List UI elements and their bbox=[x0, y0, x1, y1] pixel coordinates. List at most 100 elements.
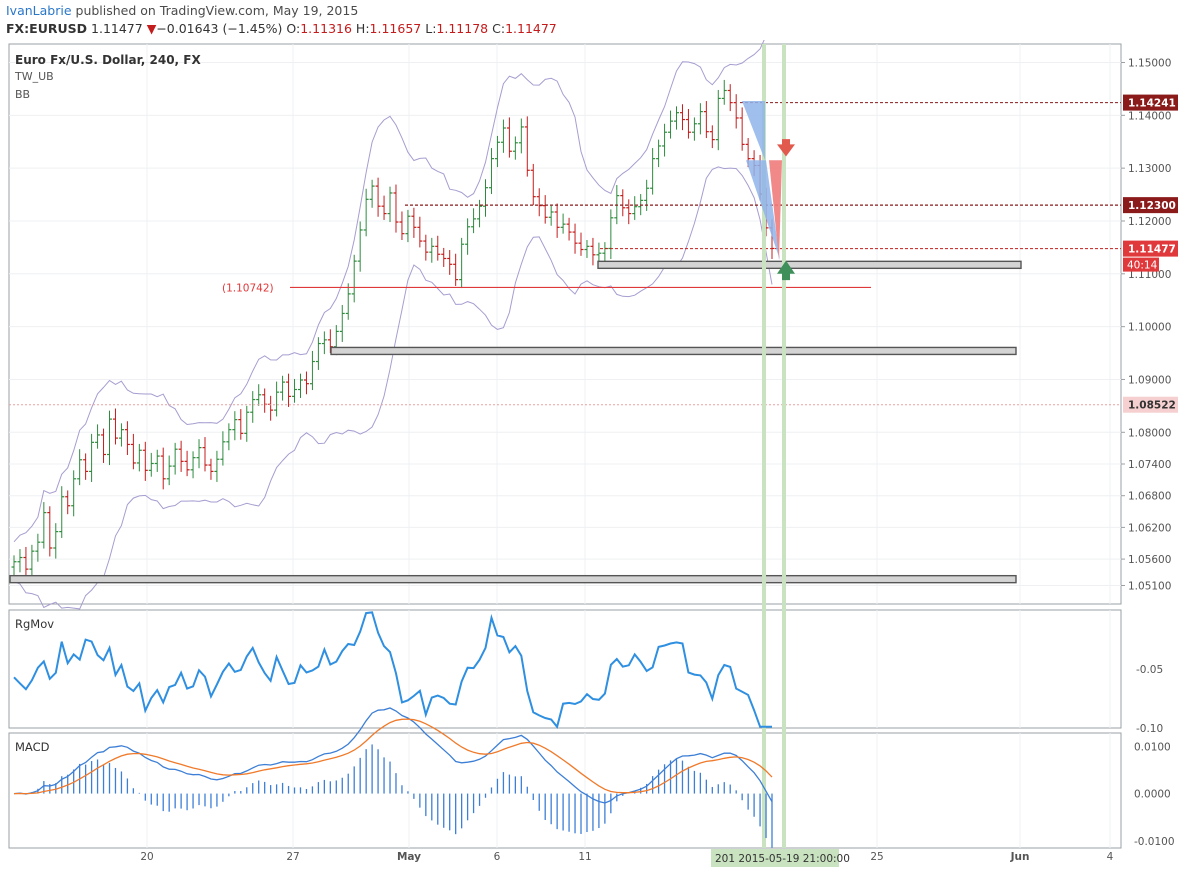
candle bbox=[733, 94, 739, 129]
candle bbox=[208, 458, 214, 480]
candle bbox=[739, 107, 745, 151]
candle bbox=[315, 337, 321, 370]
x-tick-label: Jun bbox=[1010, 851, 1030, 863]
candle bbox=[345, 283, 351, 320]
low-value: 1.11178 bbox=[436, 21, 489, 36]
y-tick-label: 1.09000 bbox=[1128, 374, 1171, 386]
candle bbox=[59, 486, 65, 538]
down-arrow-icon bbox=[777, 139, 795, 157]
candle bbox=[590, 237, 596, 266]
candle bbox=[393, 184, 399, 233]
candle bbox=[506, 117, 512, 158]
candle bbox=[250, 391, 256, 423]
candle bbox=[500, 119, 506, 153]
price-tag-bg bbox=[1123, 396, 1178, 413]
y-tick-label: 1.06200 bbox=[1128, 522, 1171, 534]
candle bbox=[578, 232, 584, 256]
candle bbox=[172, 442, 178, 475]
candle bbox=[232, 411, 238, 441]
symbol-label[interactable]: FX:EURUSD bbox=[6, 21, 88, 36]
y-tick-label: 1.06800 bbox=[1128, 491, 1171, 503]
low-label: L: bbox=[425, 21, 437, 36]
price-tag-bg bbox=[1123, 197, 1178, 214]
candle bbox=[35, 533, 41, 562]
price-tag-label: 1.12300 bbox=[1128, 200, 1176, 212]
candle bbox=[292, 378, 298, 403]
candle bbox=[363, 188, 369, 237]
candle bbox=[112, 408, 118, 445]
candle bbox=[566, 217, 572, 241]
candle bbox=[453, 253, 459, 286]
indicator-label-twub: TW_UB bbox=[14, 70, 54, 83]
candle bbox=[399, 211, 405, 240]
candle bbox=[309, 350, 315, 391]
crosshair-date-bg bbox=[711, 849, 839, 867]
candle bbox=[381, 195, 387, 220]
candle bbox=[244, 405, 250, 442]
price-tag-label: 1.11477 bbox=[1128, 244, 1176, 256]
candle bbox=[620, 189, 626, 217]
candle bbox=[691, 117, 697, 141]
candle bbox=[477, 199, 483, 228]
rgmov-title: RgMov bbox=[15, 617, 54, 631]
candle bbox=[512, 136, 518, 160]
y-tick-label: 1.13000 bbox=[1128, 163, 1171, 175]
candle bbox=[572, 223, 578, 254]
publish-header: IvanLabrie published on TradingView.com,… bbox=[6, 3, 358, 18]
macd-y-label: 0.0000 bbox=[1134, 789, 1171, 801]
author-link[interactable]: IvanLabrie bbox=[6, 3, 72, 18]
candle bbox=[53, 523, 59, 559]
candle bbox=[602, 242, 608, 262]
level-label-110742: (1.10742) bbox=[222, 282, 274, 294]
macd-title: MACD bbox=[15, 740, 50, 754]
crosshair-date-label: 201 2015-05-19 21:00:00 bbox=[715, 853, 850, 865]
candle bbox=[262, 388, 268, 413]
candle bbox=[488, 148, 494, 195]
indicator-label-bb: BB bbox=[15, 88, 30, 101]
candle bbox=[190, 451, 196, 479]
candle bbox=[303, 371, 309, 395]
high-label: H: bbox=[355, 21, 370, 36]
candle bbox=[280, 375, 286, 401]
candle bbox=[268, 395, 274, 421]
candle bbox=[721, 79, 727, 105]
candle bbox=[524, 116, 530, 177]
candle bbox=[196, 439, 202, 469]
candle bbox=[674, 106, 680, 130]
price-chart[interactable]: 1.15000 1.14000 1.13000 1.12000 1.11000 1.100… bbox=[0, 40, 1184, 874]
macd-signal-line bbox=[13, 718, 773, 795]
rgmov-pane-frame bbox=[8, 609, 1122, 729]
published-text: published on TradingView.com, May 19, 20… bbox=[71, 3, 359, 18]
candle bbox=[536, 188, 542, 217]
candle bbox=[178, 440, 184, 472]
price-change: −0.01643 (−1.45%) bbox=[156, 21, 283, 36]
price-tag-label: 1.08522 bbox=[1128, 400, 1176, 412]
candle bbox=[220, 431, 226, 466]
bb-upper-band bbox=[13, 40, 765, 543]
candle bbox=[703, 101, 709, 139]
candle bbox=[650, 148, 656, 195]
candle bbox=[286, 373, 292, 407]
candle bbox=[83, 453, 89, 480]
candle bbox=[226, 423, 232, 451]
candle bbox=[387, 186, 393, 223]
x-tick-label: 27 bbox=[286, 851, 299, 863]
main-pane-frame bbox=[8, 43, 1122, 605]
candle bbox=[417, 216, 423, 248]
last-price: 1.11477 bbox=[91, 21, 143, 36]
projection-red-triangle bbox=[769, 160, 782, 261]
candle bbox=[423, 234, 429, 261]
x-tick-label: 4 bbox=[1107, 851, 1114, 863]
candle bbox=[405, 209, 411, 243]
candle bbox=[447, 250, 453, 275]
candle bbox=[77, 449, 83, 486]
x-tick-label: 6 bbox=[494, 851, 501, 863]
chart-title: Euro Fx/U.S. Dollar, 240, FX bbox=[15, 53, 201, 67]
candle bbox=[256, 384, 262, 406]
candle bbox=[184, 450, 190, 477]
candle bbox=[548, 205, 554, 226]
candle bbox=[357, 221, 363, 272]
candle bbox=[142, 441, 148, 481]
candle bbox=[23, 546, 29, 576]
macd-y-label: -0.0100 bbox=[1134, 836, 1175, 848]
